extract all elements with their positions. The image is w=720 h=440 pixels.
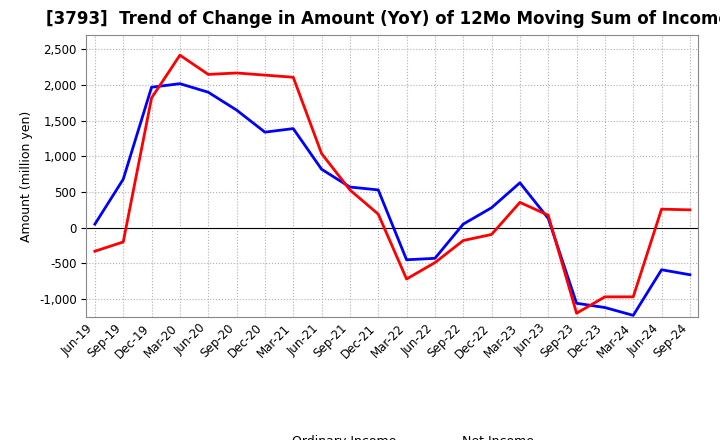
Net Income [119, 239, 127, 245]
Ordinary Income [346, 184, 354, 190]
Line: Ordinary Income: Ordinary Income [95, 84, 690, 315]
Net Income [346, 187, 354, 193]
Ordinary Income [289, 126, 297, 131]
Ordinary Income [657, 267, 666, 272]
Net Income [91, 249, 99, 254]
Net Income [261, 73, 269, 78]
Title: [3793]  Trend of Change in Amount (YoY) of 12Mo Moving Sum of Incomes: [3793] Trend of Change in Amount (YoY) o… [45, 10, 720, 28]
Ordinary Income [374, 187, 382, 193]
Line: Net Income: Net Income [95, 55, 690, 313]
Net Income [374, 212, 382, 217]
Ordinary Income [176, 81, 184, 86]
Legend: Ordinary Income, Net Income: Ordinary Income, Net Income [246, 430, 539, 440]
Net Income [487, 232, 496, 237]
Ordinary Income [204, 90, 212, 95]
Ordinary Income [318, 167, 326, 172]
Net Income [431, 260, 439, 265]
Net Income [318, 151, 326, 156]
Net Income [233, 70, 241, 76]
Net Income [176, 52, 184, 58]
Net Income [544, 213, 552, 218]
Ordinary Income [487, 205, 496, 210]
Ordinary Income [148, 84, 156, 90]
Ordinary Income [459, 221, 467, 227]
Y-axis label: Amount (million yen): Amount (million yen) [20, 110, 33, 242]
Net Income [629, 294, 637, 300]
Ordinary Income [600, 305, 609, 310]
Ordinary Income [233, 107, 241, 113]
Ordinary Income [544, 216, 552, 221]
Ordinary Income [402, 257, 411, 262]
Net Income [516, 200, 524, 205]
Net Income [204, 72, 212, 77]
Net Income [685, 207, 694, 213]
Ordinary Income [119, 176, 127, 182]
Ordinary Income [685, 272, 694, 277]
Ordinary Income [431, 256, 439, 261]
Net Income [402, 276, 411, 282]
Ordinary Income [572, 301, 581, 306]
Net Income [459, 238, 467, 243]
Ordinary Income [91, 221, 99, 227]
Net Income [600, 294, 609, 300]
Net Income [572, 311, 581, 316]
Net Income [148, 95, 156, 101]
Net Income [289, 75, 297, 80]
Ordinary Income [261, 129, 269, 135]
Net Income [657, 206, 666, 212]
Ordinary Income [629, 313, 637, 318]
Ordinary Income [516, 180, 524, 185]
